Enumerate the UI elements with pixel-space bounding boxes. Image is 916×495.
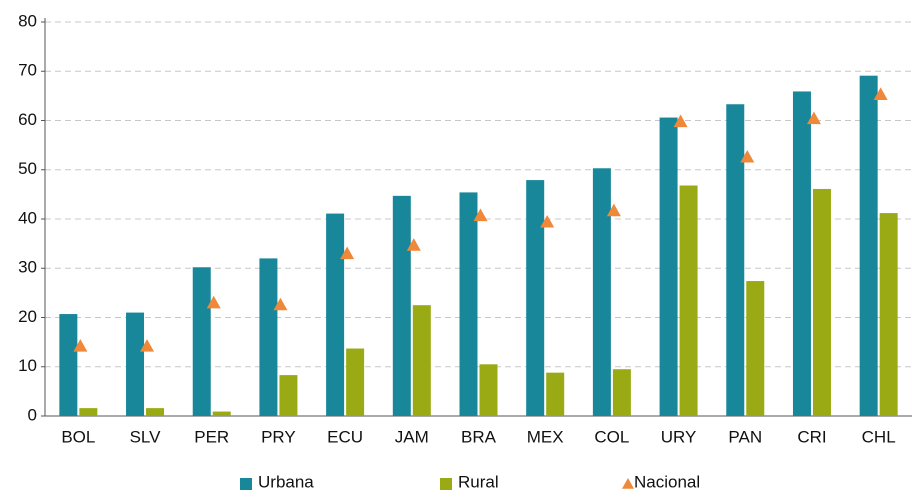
- x-tick-label: BRA: [461, 427, 497, 446]
- x-tick-label: PER: [194, 427, 229, 446]
- bar: [459, 192, 478, 416]
- bar: [392, 195, 411, 416]
- legend-label: Urbana: [258, 472, 314, 491]
- y-tick-label: 80: [18, 11, 37, 30]
- legend-marker: [240, 478, 252, 490]
- marker: [340, 246, 355, 260]
- bar: [726, 104, 745, 416]
- bar: [259, 258, 278, 416]
- y-tick-label: 50: [18, 159, 37, 178]
- bar: [479, 364, 498, 416]
- x-tick-label: MEX: [527, 427, 564, 446]
- bar: [412, 305, 431, 416]
- marker: [473, 208, 488, 222]
- bar: [326, 213, 345, 416]
- bar: [792, 91, 811, 416]
- bar: [59, 314, 78, 416]
- legend-marker: [622, 478, 634, 489]
- marker: [540, 214, 555, 228]
- x-tick-label: JAM: [395, 427, 429, 446]
- y-tick-label: 70: [18, 61, 37, 80]
- marker: [73, 339, 88, 352]
- y-tick-label: 30: [18, 258, 37, 277]
- legend-marker: [440, 478, 452, 490]
- marker: [406, 238, 421, 251]
- marker: [740, 149, 755, 163]
- x-tick-label: BOL: [61, 427, 95, 446]
- bar: [212, 411, 231, 416]
- x-tick-label: URY: [661, 427, 697, 446]
- marker: [606, 203, 621, 217]
- bar: [126, 312, 145, 416]
- bar: [546, 372, 565, 416]
- x-tick-label: CRI: [797, 427, 826, 446]
- bar: [79, 408, 98, 416]
- bar: [612, 369, 631, 416]
- bar: [592, 168, 611, 416]
- marker: [873, 87, 888, 100]
- x-tick-label: CHL: [862, 427, 896, 446]
- x-tick-label: SLV: [130, 427, 162, 446]
- bar: [812, 188, 831, 416]
- bar: [279, 375, 298, 416]
- y-tick-label: 60: [18, 110, 37, 129]
- bar: [879, 213, 898, 416]
- bar: [659, 117, 678, 417]
- bar: [346, 348, 365, 416]
- bar: [746, 281, 765, 416]
- x-tick-label: PAN: [728, 427, 762, 446]
- bar: [526, 180, 545, 416]
- x-tick-label: PRY: [261, 427, 296, 446]
- x-tick-label: COL: [594, 427, 629, 446]
- bar: [679, 185, 698, 416]
- y-tick-label: 20: [18, 307, 37, 326]
- x-tick-label: ECU: [327, 427, 363, 446]
- marker: [673, 114, 688, 128]
- y-tick-label: 0: [28, 405, 37, 424]
- legend-label: Rural: [458, 472, 499, 491]
- marker: [806, 111, 821, 125]
- marker: [206, 295, 221, 309]
- bar: [192, 267, 211, 416]
- y-tick-label: 10: [18, 356, 37, 375]
- legend-label: Nacional: [634, 472, 700, 491]
- bar: [146, 408, 165, 416]
- marker: [273, 297, 288, 311]
- bar: [859, 75, 878, 417]
- y-tick-label: 40: [18, 208, 37, 227]
- marker: [140, 339, 155, 352]
